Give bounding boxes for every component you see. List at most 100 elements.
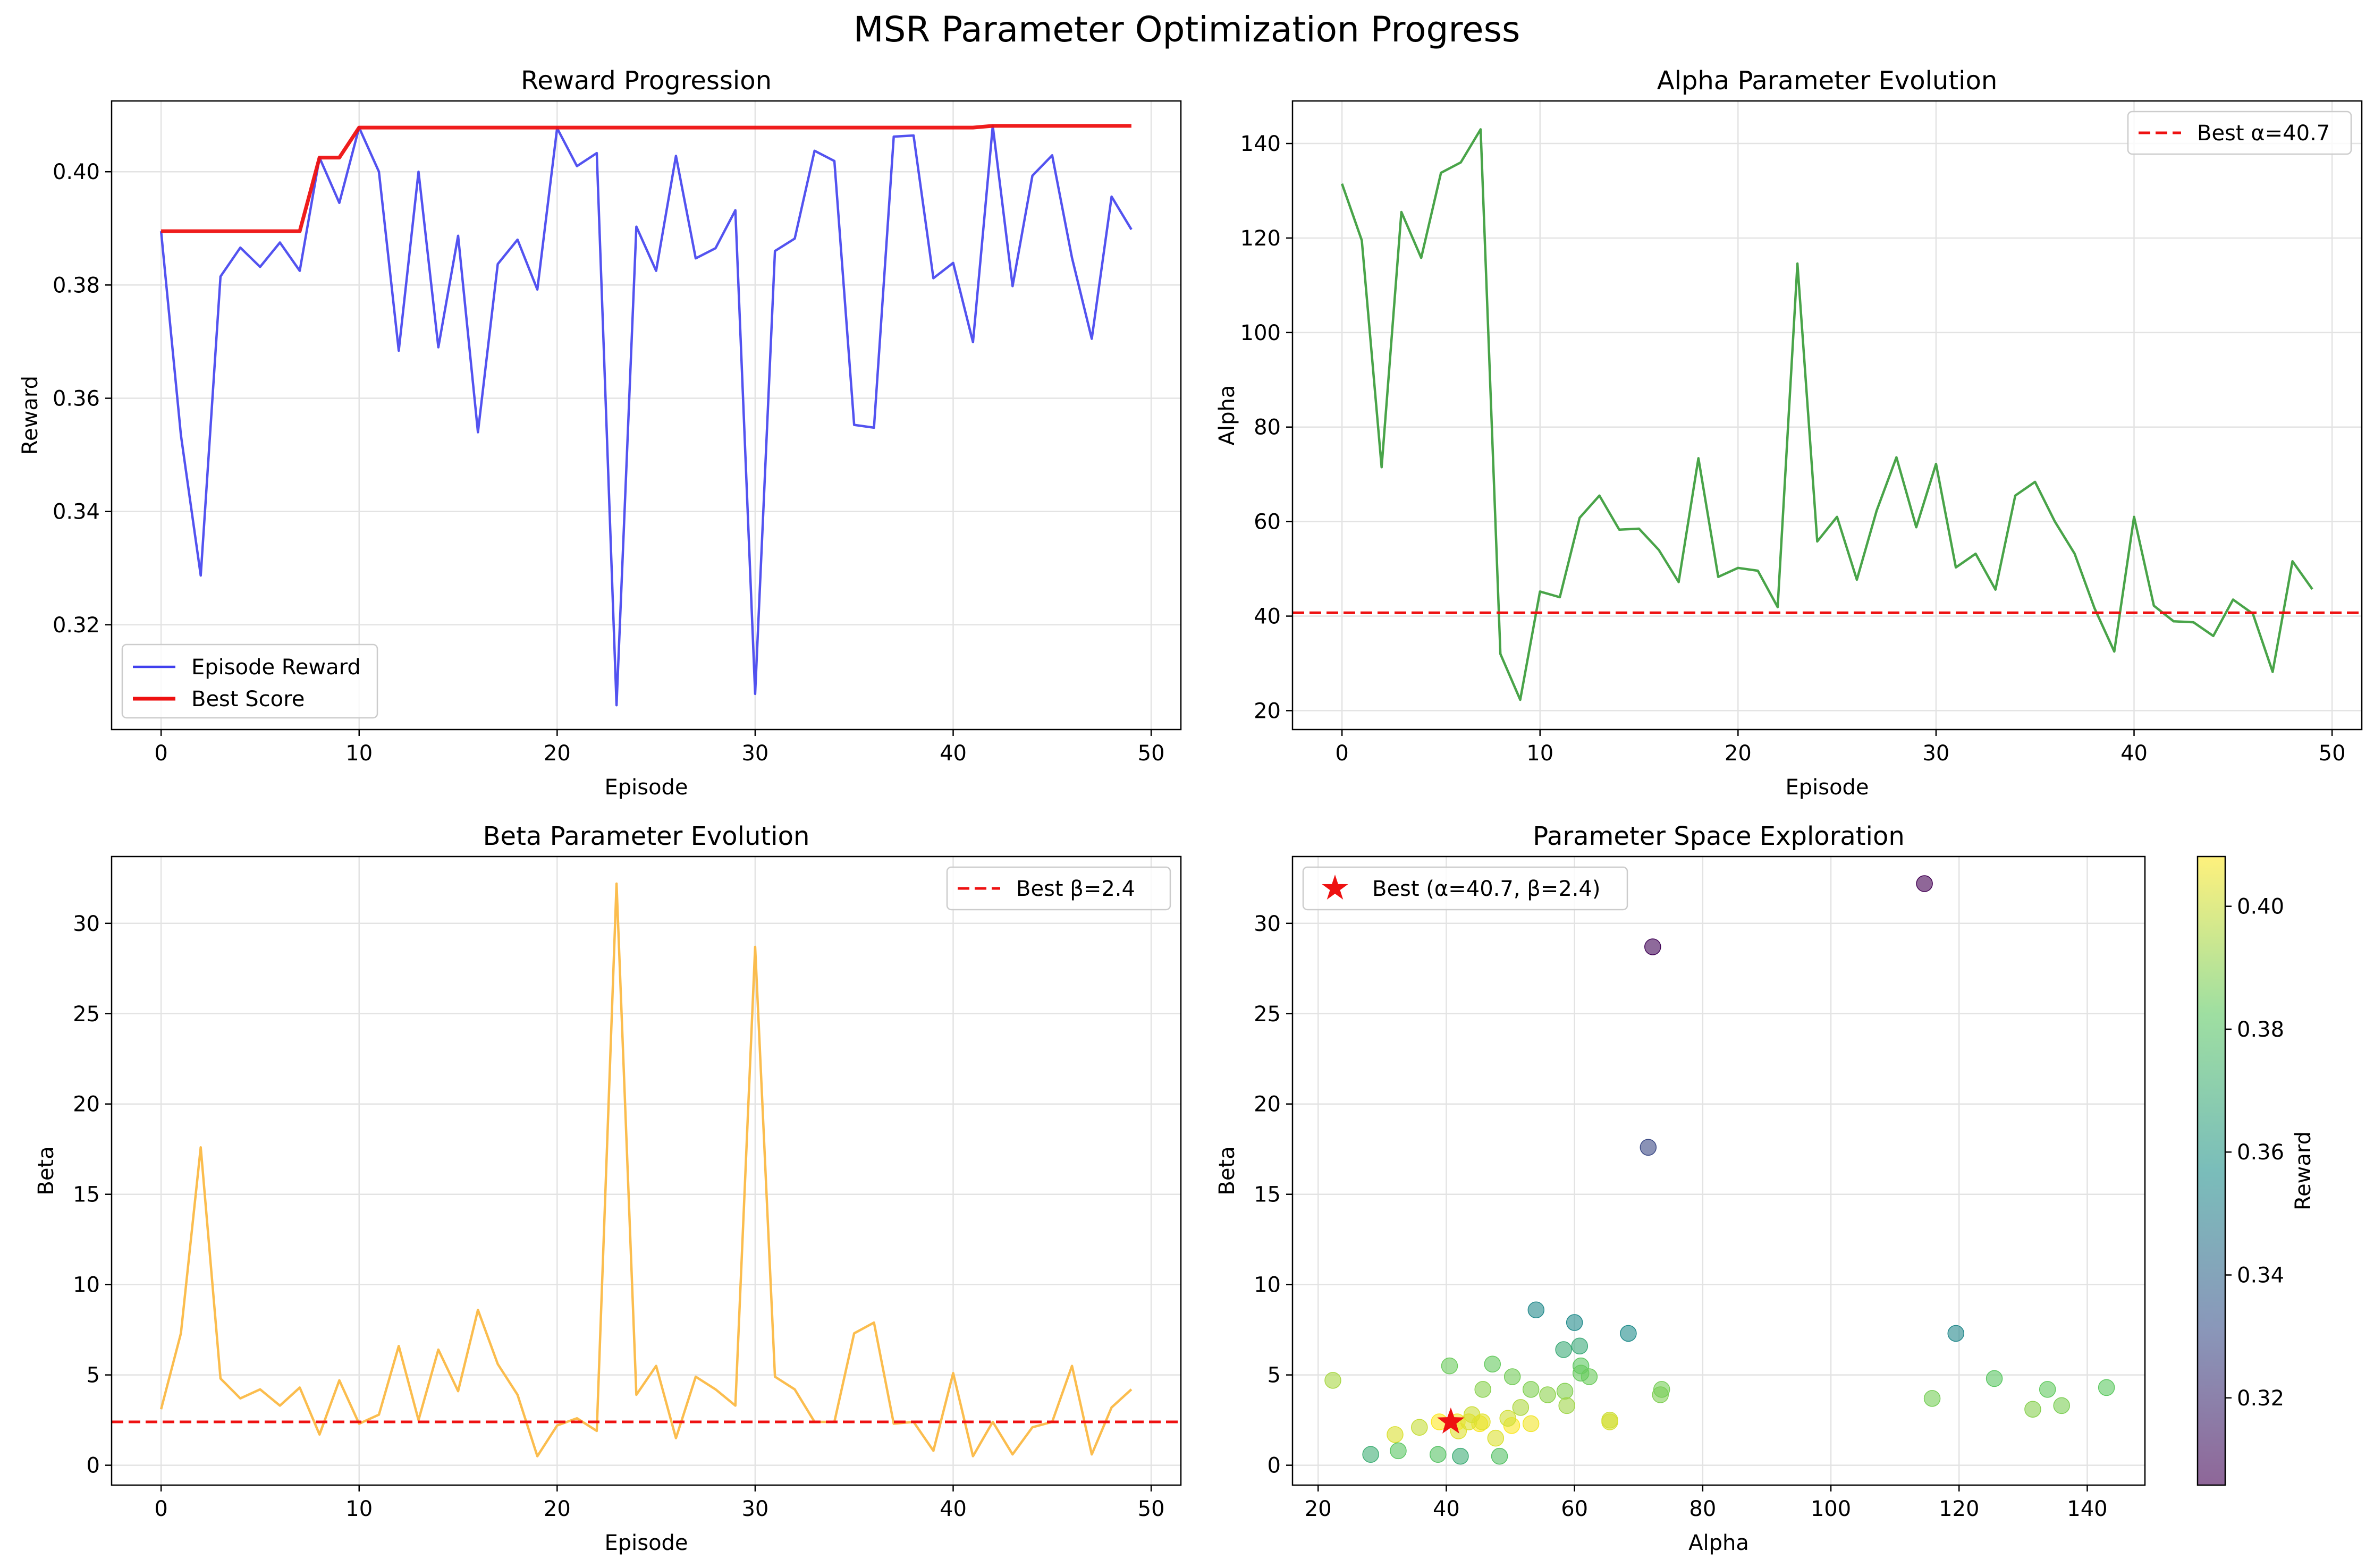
scatter-point <box>1923 1390 1941 1407</box>
colorbar-label: Reward <box>2291 1131 2316 1210</box>
scatter-point <box>2098 1379 2115 1396</box>
y-tick-label: 0 <box>87 1454 100 1478</box>
scatter-point <box>1947 1325 1964 1342</box>
axes-frame <box>111 855 1182 1486</box>
series-line-beta <box>159 882 1133 1457</box>
colorbar-tick-label: 0.32 <box>2237 1386 2284 1411</box>
y-tick-label: 80 <box>1254 416 1281 440</box>
y-tick-label: 40 <box>1254 605 1281 629</box>
axes-frame <box>1291 100 2363 731</box>
x-tick-label: 60 <box>1561 1497 1588 1521</box>
scatter-point <box>1430 1446 1447 1463</box>
y-tick-label: 100 <box>1240 321 1281 345</box>
scatter-point <box>1620 1325 1637 1342</box>
scatter-point <box>1571 1337 1589 1354</box>
scatter-point <box>1387 1426 1404 1443</box>
colorbar-gradient <box>2196 855 2226 1486</box>
scatter-point <box>2039 1381 2056 1398</box>
y-tick-label: 15 <box>73 1183 100 1207</box>
x-tick-label: 50 <box>1138 741 1165 766</box>
x-tick-label: 20 <box>544 1497 571 1521</box>
y-tick-label: 0.40 <box>53 160 100 184</box>
parameter-space-panel: 20 40 60 80 100 120 140 0 5 10 15 20 25 30 Parameter S… <box>1215 821 2146 1555</box>
colorbar-tick-label: 0.40 <box>2237 895 2284 919</box>
scatter-point <box>1555 1341 1572 1358</box>
y-axis-label: Beta <box>1215 1146 1239 1195</box>
series-line-best-score <box>161 124 1131 233</box>
axes-frame <box>1291 855 2146 1486</box>
y-tick-label: 25 <box>73 1002 100 1027</box>
y-tick-label: 0 <box>1268 1454 1281 1478</box>
x-tick-label: 140 <box>2067 1497 2107 1521</box>
alpha-evolution-panel: 0 10 20 30 40 50 20 40 60 80 100 120 140 Alpha Parame… <box>1215 66 2363 800</box>
scatter-point <box>1474 1381 1491 1398</box>
colorbar: 0.32 0.34 0.36 0.38 0.40 Reward <box>2196 855 2316 1486</box>
scatter-point <box>1556 1383 1574 1400</box>
scatter-point <box>1566 1314 1583 1331</box>
x-axis-label: Alpha <box>1688 1531 1749 1555</box>
x-tick-label: 40 <box>940 1497 967 1521</box>
scatter-point <box>1390 1442 1407 1460</box>
scatter-point <box>1411 1419 1428 1436</box>
best-point-marker <box>1437 1408 1465 1434</box>
series-line-alpha <box>1340 128 2313 701</box>
scatter-point <box>1503 1368 1521 1385</box>
x-tick-label: 30 <box>1922 741 1949 766</box>
legend-label: Best β=2.4 <box>1016 877 1135 901</box>
colorbar-tick-label: 0.34 <box>2237 1264 2284 1288</box>
x-tick-label: 30 <box>741 741 768 766</box>
axes-frame <box>111 100 1182 731</box>
y-tick-label: 60 <box>1254 510 1281 535</box>
figure-title: MSR Parameter Optimization Progress <box>854 9 1520 50</box>
x-tick-label: 20 <box>544 741 571 766</box>
scatter-point <box>1916 875 1933 892</box>
y-axis-label: Alpha <box>1215 385 1239 446</box>
x-tick-label: 0 <box>1335 741 1348 766</box>
y-tick-label: 20 <box>73 1092 100 1117</box>
legend-label: Episode Reward <box>191 655 361 680</box>
y-axis-label: Reward <box>18 376 43 455</box>
panel-title: Beta Parameter Evolution <box>483 821 810 851</box>
y-tick-label: 30 <box>1254 912 1281 936</box>
legend-label: Best Score <box>191 687 305 711</box>
scatter-point <box>2024 1401 2041 1418</box>
legend-star-icon <box>1322 875 1348 900</box>
colorbar-tick-label: 0.36 <box>2237 1140 2284 1165</box>
scatter-point <box>1539 1386 1556 1403</box>
beta-evolution-panel: 0 10 20 30 40 50 0 5 10 15 20 25 30 Beta Parameter Ev… <box>34 821 1182 1555</box>
scatter-point <box>1558 1397 1575 1414</box>
scatter-point <box>1527 1301 1545 1319</box>
x-axis-label: Episode <box>604 1531 688 1555</box>
scatter-point <box>1460 1413 1477 1430</box>
scatter-point <box>1499 1410 1516 1427</box>
scatter-point <box>1653 1381 1670 1398</box>
x-tick-label: 40 <box>2120 741 2148 766</box>
panel-title: Alpha Parameter Evolution <box>1657 66 1998 96</box>
x-tick-label: 100 <box>1811 1497 1851 1521</box>
scatter-point <box>1362 1446 1379 1463</box>
scatter-point <box>1640 1139 1657 1156</box>
x-tick-label: 10 <box>1526 741 1553 766</box>
scatter-point <box>1452 1447 1469 1465</box>
x-tick-label: 40 <box>940 741 967 766</box>
scatter-point <box>1512 1399 1530 1416</box>
scatter-point <box>1491 1447 1508 1465</box>
y-tick-label: 0.36 <box>53 387 100 411</box>
scatter-point <box>1522 1415 1540 1433</box>
y-tick-label: 140 <box>1240 132 1281 156</box>
y-tick-label: 10 <box>1254 1273 1281 1298</box>
y-tick-label: 5 <box>87 1363 100 1388</box>
y-tick-label: 0.32 <box>53 613 100 638</box>
y-tick-label: 120 <box>1240 226 1281 251</box>
y-tick-label: 0.34 <box>53 500 100 524</box>
scatter-point <box>1441 1357 1458 1375</box>
y-tick-label: 0.38 <box>53 273 100 298</box>
x-tick-label: 0 <box>154 1497 167 1521</box>
x-tick-label: 20 <box>1305 1497 1332 1521</box>
x-tick-label: 50 <box>2319 741 2346 766</box>
reward-progression-panel: 0 10 20 30 40 50 0.32 0.34 0.36 0.38 0.40 Reward Pr… <box>18 66 1182 800</box>
scatter-point <box>1601 1413 1618 1430</box>
x-tick-label: 50 <box>1138 1497 1165 1521</box>
legend-box <box>121 643 378 719</box>
